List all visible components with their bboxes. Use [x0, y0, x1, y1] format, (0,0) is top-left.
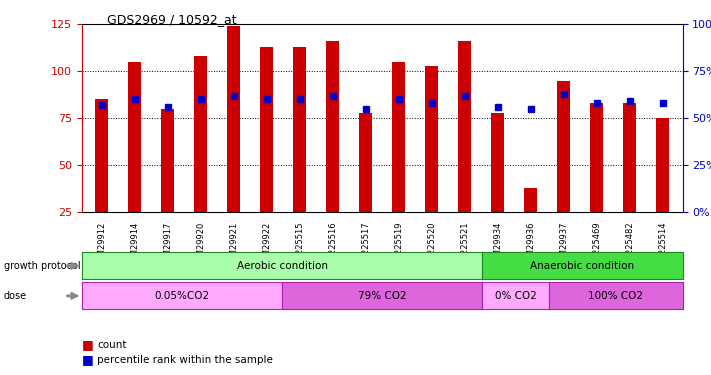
Text: ■: ■	[82, 339, 94, 351]
Text: 79% CO2: 79% CO2	[358, 291, 407, 301]
Text: 100% CO2: 100% CO2	[588, 291, 643, 301]
Bar	[161, 109, 174, 212]
Text: Aerobic condition: Aerobic condition	[237, 261, 328, 271]
Bar	[227, 26, 240, 212]
Text: 0.05%CO2: 0.05%CO2	[154, 291, 210, 301]
Text: count: count	[97, 340, 127, 350]
Bar	[326, 41, 339, 212]
Bar	[392, 62, 405, 212]
Text: dose: dose	[4, 291, 27, 301]
Bar	[95, 99, 108, 212]
Bar	[623, 103, 636, 212]
Bar	[359, 112, 373, 212]
Bar	[590, 103, 604, 212]
Bar	[293, 47, 306, 212]
Text: Anaerobic condition: Anaerobic condition	[530, 261, 634, 271]
Bar	[458, 41, 471, 212]
Bar	[524, 188, 538, 212]
Text: ■: ■	[82, 354, 94, 366]
Text: GDS2969 / 10592_at: GDS2969 / 10592_at	[107, 13, 236, 26]
Bar	[557, 81, 570, 212]
Text: 0% CO2: 0% CO2	[495, 291, 537, 301]
Text: growth protocol: growth protocol	[4, 261, 80, 271]
Text: percentile rank within the sample: percentile rank within the sample	[97, 355, 273, 365]
Bar	[260, 47, 273, 212]
Bar	[425, 66, 438, 212]
Bar	[491, 112, 504, 212]
Bar	[656, 118, 669, 212]
Bar	[128, 62, 141, 212]
Bar	[194, 56, 207, 212]
